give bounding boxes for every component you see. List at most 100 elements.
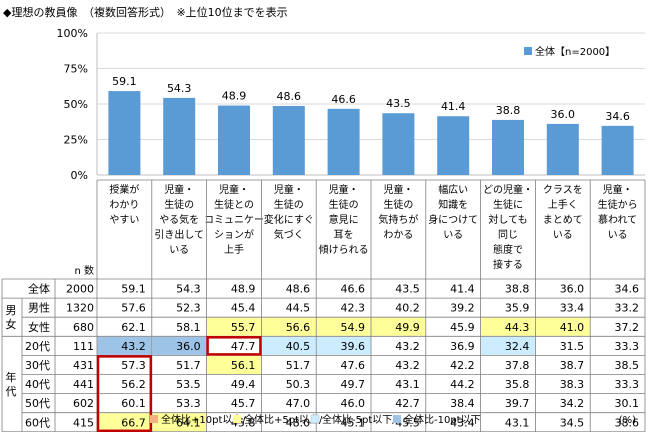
legend-swatch: [524, 47, 532, 55]
y-tick-label: 75%: [64, 63, 88, 76]
table-cell: 43.4: [450, 416, 475, 429]
table-cell: 49.7: [341, 378, 366, 391]
bar-value-label: 59.1: [112, 75, 137, 88]
table-cell: 48.6: [286, 283, 311, 296]
table-cell: 43.1: [395, 378, 420, 391]
table-cell: 64.1: [176, 416, 201, 429]
y-tick-label: 25%: [64, 134, 88, 147]
table-cell: 47.0: [286, 397, 311, 410]
bar-value-label: 54.3: [167, 82, 192, 95]
footer-legend-label: 全体比-10pt以下: [404, 413, 481, 426]
table-cell: 48.9: [231, 283, 256, 296]
highlight-cell: [535, 317, 590, 336]
table-cell: 45.4: [231, 302, 256, 315]
table-cell: 46.6: [341, 283, 366, 296]
table-cell: 38.5: [615, 359, 640, 372]
table-cell: 60.1: [121, 397, 146, 410]
row-n: 111: [73, 340, 94, 353]
group-label: 代: [6, 385, 17, 398]
category-label: 児童・生徒のやる気を引き出している: [154, 183, 204, 256]
highlight-cell: [97, 413, 152, 432]
table-cell: 51.7: [286, 359, 311, 372]
table-cell: 47.7: [231, 340, 256, 353]
y-tick-label: 50%: [64, 98, 88, 111]
table-cell: 43.2: [395, 340, 420, 353]
highlight-cell: [152, 336, 207, 355]
bar: [272, 105, 305, 175]
table-cell: 52.3: [176, 302, 201, 315]
row-label: 40代: [25, 378, 50, 391]
highlight-cell: [207, 317, 261, 336]
table-cell: 56.2: [121, 378, 146, 391]
footer-legend-swatch: [310, 414, 320, 424]
highlight-cell: [481, 336, 535, 355]
group-label: 女: [6, 317, 17, 331]
bar-value-label: 36.0: [551, 108, 576, 121]
bar: [382, 113, 415, 175]
category-label: 授業がわかりやすい: [109, 183, 139, 226]
bar-value-label: 46.6: [331, 93, 356, 106]
emphasis-box: [206, 336, 262, 356]
table-cell: 46.0: [341, 397, 366, 410]
n-count-header: n 数: [74, 264, 94, 277]
bar: [546, 123, 579, 175]
table-cell: 50.3: [286, 378, 311, 391]
row-label: 30代: [25, 359, 50, 372]
table-cell: 36.0: [560, 283, 585, 296]
row-n: 441: [73, 378, 94, 391]
table-cell: 42.7: [395, 397, 420, 410]
table-cell: 44.5: [286, 302, 311, 315]
row-label: 50代: [25, 397, 50, 410]
table-cell: 38.4: [450, 397, 475, 410]
footer-legend-swatch: [150, 415, 158, 423]
table-cell: 54.3: [176, 283, 201, 296]
bar: [108, 91, 141, 175]
table-cell: 45.7: [231, 397, 256, 410]
legend-label: 全体【n=2000】: [535, 45, 615, 58]
chart-title: ◆理想の教員像 （複数回答形式） ※上位10位までを表示: [3, 6, 288, 19]
row-n: 2000: [66, 283, 94, 296]
table-cell: 55.7: [231, 321, 256, 334]
table-cell: 56.1: [231, 359, 256, 372]
table-cell: 45.5: [395, 416, 420, 429]
footer-legend-label: 全体比-5pt以下/: [322, 413, 396, 426]
table-cell: 51.7: [176, 359, 201, 372]
table-cell: 59.1: [121, 283, 146, 296]
bar-value-label: 38.8: [496, 104, 521, 117]
table-cell: 37.2: [615, 321, 640, 334]
category-label: 児童・生徒とのコミュニケーションが上手: [204, 183, 264, 256]
table-cell: 45.1: [341, 416, 366, 429]
footer-legend-label: 全体比+10pt以上/: [161, 413, 246, 426]
highlight-cell: [261, 317, 316, 336]
category-label: 児童・生徒の気持ちがわかる: [378, 183, 418, 241]
footer-legend-swatch: [233, 415, 241, 423]
table-cell: 66.7: [121, 416, 146, 429]
table-cell: 53.3: [176, 397, 201, 410]
row-label: 20代: [25, 340, 50, 353]
table-cell: 34.5: [560, 416, 585, 429]
table-cell: 32.4: [505, 340, 530, 353]
table-cell: 33.3: [615, 378, 640, 391]
bar-value-label: 48.6: [277, 90, 302, 103]
table-cell: 41.0: [560, 321, 585, 334]
table-cell: 30.1: [615, 397, 640, 410]
bar: [163, 97, 196, 175]
table-cell: 38.3: [560, 378, 585, 391]
table-cell: 33.2: [615, 302, 640, 315]
table-cell: 38.7: [560, 359, 585, 372]
table-cell: 44.3: [505, 321, 530, 334]
bar: [601, 125, 634, 175]
table-cell: 57.6: [121, 302, 146, 315]
table-cell: 34.2: [560, 397, 585, 410]
table-cell: 49.9: [395, 321, 420, 334]
table-cell: 35.9: [505, 302, 530, 315]
footer-legend-swatch: [393, 415, 401, 423]
table-cell: 43.2: [121, 340, 146, 353]
y-tick-label: 100%: [57, 27, 88, 40]
table-cell: 58.1: [176, 321, 201, 334]
highlight-cell: [316, 336, 371, 355]
row-label: 全体: [28, 282, 50, 296]
table-cell: 56.6: [286, 321, 311, 334]
percent-unit-label: (%): [619, 415, 636, 426]
